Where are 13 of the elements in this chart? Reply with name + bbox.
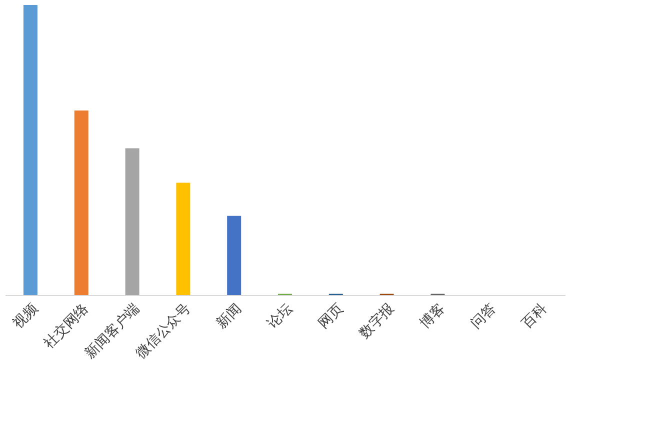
- bar: [23, 5, 38, 295]
- bar: [74, 110, 88, 295]
- x-tick-label: 网页: [316, 302, 347, 332]
- x-tick-label: 视频: [10, 300, 42, 332]
- x-tick-label: 论坛: [264, 300, 296, 332]
- x-tick-label: 问答: [468, 300, 500, 332]
- bar: [125, 148, 140, 295]
- x-tick-label: 百科: [519, 300, 550, 332]
- bar: [176, 182, 190, 295]
- x-tick-label: 博客: [417, 300, 448, 332]
- bar: [227, 216, 242, 295]
- x-tick-label: 数字报: [356, 300, 398, 342]
- x-tick-label: 新闻: [214, 300, 245, 332]
